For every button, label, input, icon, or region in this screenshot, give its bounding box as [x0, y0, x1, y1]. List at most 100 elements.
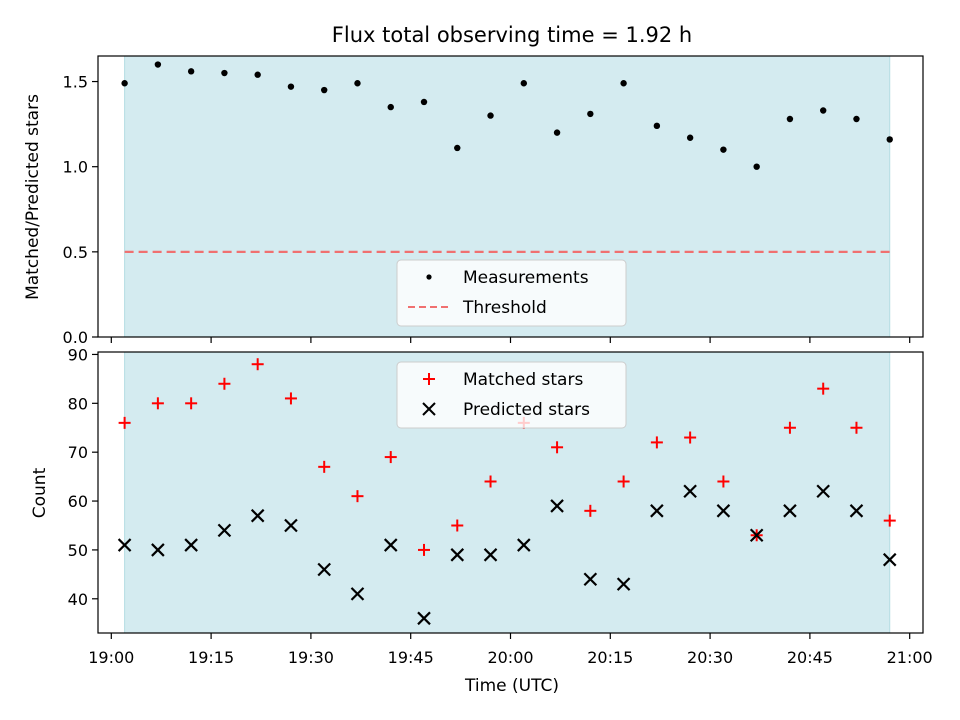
ratio-marks: [121, 61, 893, 253]
measurement-point: [720, 146, 727, 153]
matched-point: [185, 397, 198, 410]
predicted-point: [284, 518, 298, 533]
predicted-point: [849, 504, 864, 518]
count-y-ticks: 40 50 60 70 80 90: [68, 345, 98, 609]
legend-measurements-marker: [426, 274, 432, 280]
matched-point: [783, 421, 796, 434]
predicted-point: [816, 484, 830, 499]
ratio-y-ticks: 0.0 0.5 1.0 1.5: [63, 73, 98, 347]
ratio-x-ticks: [110, 337, 911, 343]
legend-threshold-label: Threshold: [462, 298, 547, 318]
predicted-point: [250, 508, 265, 523]
count-marks: [117, 358, 897, 626]
measurement-point: [820, 107, 827, 114]
ratio-panel: Flux total observing time = 1.92 h 0.00.…: [23, 23, 924, 347]
y-tick-label: 50: [68, 541, 88, 560]
measurement-point: [753, 163, 760, 170]
x-tick-label: 20:00: [487, 648, 533, 667]
legend-matched-marker: [423, 373, 435, 385]
matched-point: [151, 397, 164, 410]
matched-point: [218, 377, 231, 390]
matched-point: [684, 431, 697, 444]
matched-point: [584, 504, 597, 517]
matched-point: [551, 441, 564, 454]
y-tick-label: 90: [68, 345, 88, 364]
matched-point: [850, 421, 863, 434]
chart-title: Flux total observing time = 1.92 h: [332, 23, 692, 47]
matched-point: [484, 475, 497, 488]
measurement-point: [287, 83, 295, 90]
x-tick-label: 20:15: [587, 648, 633, 667]
predicted-point: [749, 528, 764, 543]
y-tick-label: 40: [68, 590, 88, 609]
x-tick-label: 21:00: [887, 648, 933, 667]
measurement-point: [620, 80, 627, 87]
matched-point: [717, 475, 730, 488]
y-tick-label: 60: [68, 492, 88, 511]
predicted-point: [184, 538, 198, 552]
legend-predicted-label: Predicted stars: [463, 400, 590, 420]
predicted-point: [583, 572, 598, 587]
measurement-point: [487, 112, 494, 119]
measurement-point: [254, 71, 261, 78]
measurement-point: [321, 86, 328, 94]
matched-point: [251, 358, 264, 371]
predicted-point: [882, 552, 897, 567]
measurement-point: [653, 122, 661, 130]
predicted-point: [151, 543, 165, 557]
measurement-point: [154, 61, 162, 68]
matched-point: [650, 436, 663, 449]
measurement-point: [454, 144, 461, 152]
legend-predicted-marker: [422, 402, 436, 416]
matched-point: [817, 382, 830, 395]
measurement-point: [420, 98, 428, 106]
measurement-point: [187, 68, 195, 75]
predicted-point: [683, 484, 697, 499]
ratio-legend: Measurements Threshold: [396, 259, 627, 327]
y-tick-label: 0.0: [63, 328, 88, 347]
predicted-point: [616, 577, 631, 591]
y-tick-label: 70: [68, 443, 88, 462]
matched-point: [451, 519, 464, 532]
matched-point: [617, 475, 630, 488]
measurement-point: [121, 80, 128, 87]
measurement-point: [354, 80, 361, 87]
count-legend-box: [396, 361, 627, 429]
y-tick-label: 80: [68, 394, 88, 413]
measurement-point: [853, 115, 860, 123]
measurement-point: [786, 115, 794, 123]
measurement-point: [686, 134, 694, 141]
count-panel: Matched stars Predicted stars 40 50 60 70 80…: [30, 345, 933, 696]
y-tick-label: 1.5: [63, 73, 88, 92]
matched-point: [418, 543, 431, 556]
measurement-point: [520, 80, 528, 87]
measurement-point: [221, 69, 228, 77]
matched-point: [284, 392, 297, 405]
x-tick-label: 20:30: [687, 648, 733, 667]
y-tick-label: 1.0: [63, 158, 88, 177]
predicted-point: [783, 504, 797, 518]
predicted-point: [350, 587, 365, 601]
ratio-y-axis-label: Matched/Predicted stars: [23, 94, 43, 300]
x-tick-label: 19:00: [88, 648, 134, 667]
y-tick-label: 0.5: [63, 243, 88, 262]
x-tick-label: 20:45: [787, 648, 833, 667]
predicted-point: [483, 548, 498, 562]
predicted-point: [117, 538, 132, 552]
measurement-point: [553, 129, 561, 136]
count-y-axis-label: Count: [30, 467, 50, 518]
predicted-point: [217, 523, 232, 538]
predicted-point: [450, 548, 465, 562]
matched-point: [384, 451, 397, 464]
matched-point: [883, 514, 896, 527]
predicted-point: [716, 504, 731, 518]
x-tick-label: 19:30: [288, 648, 334, 667]
predicted-point: [383, 538, 398, 552]
matched-point: [118, 416, 131, 429]
x-tick-label: 19:45: [388, 648, 434, 667]
predicted-point: [550, 499, 564, 513]
count-x-ticks: 19:00 19:15 19:30 19:45 20:00 20:15 20:30 20:45…: [88, 633, 933, 667]
legend-measurements-label: Measurements: [463, 268, 589, 288]
measurement-point: [886, 136, 893, 143]
